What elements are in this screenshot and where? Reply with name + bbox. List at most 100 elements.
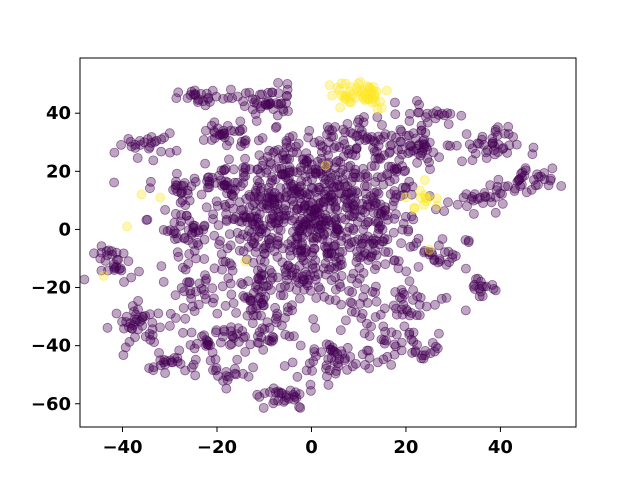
scatter-point-class-0: [422, 108, 433, 119]
scatter-point-class-0: [404, 310, 415, 321]
scatter-point-class-0: [109, 177, 119, 188]
scatter-point-class-0: [362, 297, 373, 308]
scatter-point-class-0: [342, 342, 353, 353]
scatter-point-class-0: [492, 130, 503, 141]
scatter-point-class-0: [242, 310, 253, 321]
scatter-point-class-0: [386, 130, 397, 141]
scatter-point-class-0: [502, 147, 513, 158]
scatter-point-class-0: [240, 346, 251, 357]
scatter-point-class-0: [173, 87, 184, 98]
scatter-point-class-0: [342, 364, 353, 375]
scatter-point-class-0: [355, 243, 366, 254]
scatter-point-class-0: [396, 126, 407, 137]
scatter-point-class-0: [125, 318, 136, 329]
scatter-point-class-0: [296, 252, 307, 263]
scatter-point-class-0: [305, 385, 316, 396]
scatter-point-class-0: [445, 140, 456, 151]
scatter-point-class-0: [226, 338, 237, 349]
scatter-point-class-0: [182, 93, 193, 103]
scatter-point-class-0: [408, 214, 419, 225]
scatter-point-class-0: [500, 181, 511, 192]
scatter-point-class-0: [291, 245, 302, 256]
scatter-point-class-0: [89, 248, 99, 259]
x-axis: −40 −20 0 20 40: [102, 427, 513, 458]
scatter-point-class-0: [272, 251, 283, 262]
scatter-point-class-0: [280, 172, 291, 183]
scatter-point-class-0: [194, 278, 205, 289]
scatter-point-class-0: [190, 354, 201, 365]
scatter-point-class-0: [239, 138, 250, 149]
scatter-point-class-0: [221, 366, 232, 377]
scatter-point-class-0: [347, 128, 358, 139]
scatter-point-class-1: [240, 256, 251, 267]
scatter-point-class-0: [397, 182, 408, 193]
scatter-point-class-0: [348, 211, 359, 222]
scatter-point-class-0: [154, 347, 164, 358]
scatter-point-class-0: [277, 257, 288, 268]
scatter-point-class-0: [281, 270, 292, 281]
scatter-point-class-0: [178, 303, 189, 313]
scatter-point-class-0: [492, 181, 503, 192]
scatter-point-class-0: [178, 327, 188, 338]
scatter-point-class-0: [471, 274, 481, 284]
scatter-point-class-0: [308, 232, 319, 243]
scatter-point-class-0: [375, 208, 386, 219]
scatter-point-class-0: [145, 176, 156, 187]
scatter-point-class-0: [211, 325, 222, 336]
scatter-point-class-0: [180, 200, 191, 211]
scatter-point-class-0: [383, 161, 394, 172]
scatter-point-class-0: [272, 235, 283, 246]
scatter-point-class-0: [234, 126, 245, 137]
scatter-point-class-0: [196, 283, 207, 294]
scatter-point-class-0: [199, 221, 210, 232]
scatter-point-class-0: [159, 354, 170, 365]
scatter-point-class-0: [358, 268, 369, 278]
scatter-point-class-0: [371, 260, 382, 271]
scatter-point-class-0: [302, 176, 313, 187]
scatter-point-class-0: [294, 389, 305, 400]
scatter-point-class-0: [119, 277, 129, 287]
scatter-point-class-0: [206, 120, 217, 131]
scatter-point-class-0: [418, 139, 429, 150]
scatter-point-class-0: [425, 348, 436, 359]
scatter-point-class-0: [344, 285, 355, 296]
scatter-point-class-0: [331, 256, 342, 267]
scatter-point-class-0: [244, 87, 255, 98]
scatter-point-class-0: [322, 248, 333, 259]
scatter-point-class-0: [238, 205, 248, 215]
scatter-point-class-0: [430, 299, 440, 310]
scatter-point-class-0: [306, 247, 317, 258]
scatter-point-class-0: [156, 261, 167, 272]
scatter-point-class-0: [372, 357, 383, 368]
scatter-point-class-0: [205, 355, 216, 366]
scatter-point-class-0: [207, 283, 218, 294]
scatter-point-class-0: [297, 214, 308, 224]
scatter-point-class-0: [108, 262, 119, 272]
scatter-point-class-0: [248, 362, 259, 373]
scatter-point-class-0: [258, 300, 269, 311]
scatter-point-class-0: [361, 181, 372, 192]
scatter-point-class-0: [400, 165, 411, 176]
scatter-point-class-0: [307, 183, 318, 194]
scatter-point-class-0: [288, 166, 299, 177]
scatter-point-class-0: [245, 339, 256, 350]
scatter-point-class-0: [148, 155, 159, 166]
scatter-point-class-0: [334, 279, 345, 289]
scatter-point-class-0: [270, 313, 281, 324]
scatter-point-class-0: [348, 223, 359, 234]
scatter-point-class-0: [219, 326, 230, 337]
scatter-point-class-0: [297, 276, 308, 287]
scatter-point-class-0: [202, 182, 213, 193]
x-tick-label: 20: [393, 437, 418, 458]
scatter-point-class-0: [330, 295, 341, 306]
scatter-point-class-0: [221, 180, 231, 191]
scatter-point-class-0: [214, 239, 225, 250]
scatter-point-class-0: [344, 210, 355, 221]
scatter-point-class-0: [371, 250, 382, 261]
scatter-point-class-0: [411, 237, 422, 248]
scatter-point-class-0: [391, 309, 402, 320]
scatter-point-class-0: [318, 228, 329, 239]
scatter-point-class-0: [360, 284, 370, 294]
scatter-point-class-0: [160, 368, 171, 379]
scatter-point-class-0: [155, 355, 166, 366]
